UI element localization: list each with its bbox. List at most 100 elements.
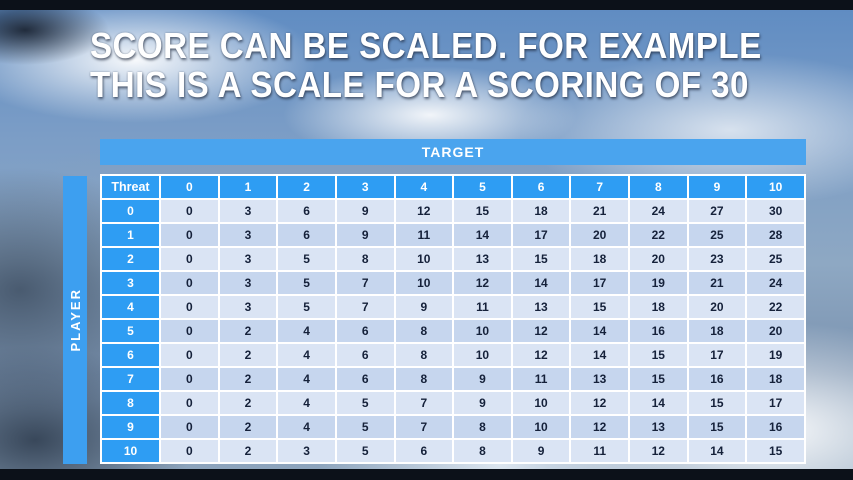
target-column-header: 3 [336,176,394,198]
score-table: Threat 0 1 2 3 4 5 6 7 8 9 10 0 0 3 6 9 12 15 18 21 24 27 30 1 0… [100,174,806,464]
score-cell: 3 [219,296,277,318]
score-cell: 4 [278,344,335,366]
score-cell: 20 [571,224,628,246]
target-column-header: 9 [688,176,746,198]
score-cell: 22 [747,296,804,318]
score-cell: 2 [219,440,277,462]
score-cell: 3 [219,224,277,246]
score-cell: 13 [454,248,511,270]
score-cell: 10 [395,248,453,270]
score-cell: 15 [454,200,511,222]
score-cell: 7 [336,272,394,294]
score-cell: 0 [161,200,218,222]
score-cell: 15 [512,248,570,270]
score-cell: 9 [454,392,511,414]
table-row: 0 0 3 6 9 12 15 18 21 24 27 30 [102,200,804,222]
score-cell: 25 [747,248,804,270]
score-cell: 17 [747,392,804,414]
target-column-header: 0 [161,176,218,198]
score-cell: 0 [161,344,218,366]
score-cell: 0 [161,296,218,318]
threat-row-header: 2 [102,248,159,270]
score-cell: 17 [688,344,746,366]
score-cell: 9 [336,224,394,246]
score-cell: 19 [747,344,804,366]
target-label: TARGET [421,144,485,160]
score-cell: 4 [278,392,335,414]
score-cell: 10 [454,320,511,342]
score-cell: 8 [395,368,453,390]
score-cell: 18 [630,296,687,318]
score-cell: 15 [688,416,746,438]
target-header-bar: TARGET [100,139,806,165]
score-cell: 25 [688,224,746,246]
score-cell: 15 [688,392,746,414]
score-cell: 12 [571,416,628,438]
score-cell: 8 [336,248,394,270]
threat-row-header: 3 [102,272,159,294]
score-cell: 30 [747,200,804,222]
target-column-header: 1 [219,176,277,198]
score-cell: 10 [395,272,453,294]
score-cell: 12 [571,392,628,414]
score-cell: 8 [395,344,453,366]
score-cell: 3 [219,248,277,270]
score-cell: 14 [630,392,687,414]
table-row: 4 0 3 5 7 9 11 13 15 18 20 22 [102,296,804,318]
score-cell: 11 [512,368,570,390]
target-column-header: 5 [454,176,511,198]
score-cell: 0 [161,440,218,462]
score-table-body: 0 0 3 6 9 12 15 18 21 24 27 30 1 0 3 6 9 11 14 17 20 22 25 28 2 0… [102,200,804,462]
score-cell: 0 [161,224,218,246]
score-cell: 18 [571,248,628,270]
table-row: 2 0 3 5 8 10 13 15 18 20 23 25 [102,248,804,270]
table-row: 6 0 2 4 6 8 10 12 14 15 17 19 [102,344,804,366]
table-row: 1 0 3 6 9 11 14 17 20 22 25 28 [102,224,804,246]
score-cell: 3 [219,272,277,294]
score-cell: 8 [454,416,511,438]
score-cell: 17 [512,224,570,246]
score-cell: 14 [571,344,628,366]
score-cell: 23 [688,248,746,270]
score-cell: 11 [571,440,628,462]
score-cell: 6 [336,320,394,342]
score-cell: 12 [630,440,687,462]
threat-corner-header: Threat [102,176,159,198]
title-line-1: SCORE CAN BE SCALED. FOR EXAMPLE [90,25,762,66]
table-row: 7 0 2 4 6 8 9 11 13 15 16 18 [102,368,804,390]
score-cell: 18 [747,368,804,390]
score-cell: 27 [688,200,746,222]
threat-row-header: 6 [102,344,159,366]
score-cell: 13 [571,368,628,390]
threat-row-header: 4 [102,296,159,318]
target-column-header: 2 [278,176,335,198]
score-cell: 8 [454,440,511,462]
score-cell: 4 [278,368,335,390]
score-cell: 5 [336,392,394,414]
score-cell: 4 [278,416,335,438]
score-cell: 18 [512,200,570,222]
score-cell: 12 [395,200,453,222]
player-label: PLAYER [67,288,83,352]
score-cell: 2 [219,368,277,390]
score-cell: 9 [454,368,511,390]
table-row: 9 0 2 4 5 7 8 10 12 13 15 16 [102,416,804,438]
header-row: Threat 0 1 2 3 4 5 6 7 8 9 10 [102,176,804,198]
score-cell: 10 [512,392,570,414]
score-cell: 14 [688,440,746,462]
score-cell: 5 [278,272,335,294]
score-cell: 15 [630,368,687,390]
target-column-header: 7 [571,176,628,198]
threat-row-header: 8 [102,392,159,414]
score-cell: 0 [161,416,218,438]
score-cell: 22 [630,224,687,246]
threat-row-header: 0 [102,200,159,222]
score-cell: 11 [395,224,453,246]
score-cell: 15 [571,296,628,318]
score-cell: 6 [336,368,394,390]
score-cell: 6 [395,440,453,462]
threat-row-header: 9 [102,416,159,438]
score-cell: 2 [219,344,277,366]
score-cell: 20 [630,248,687,270]
